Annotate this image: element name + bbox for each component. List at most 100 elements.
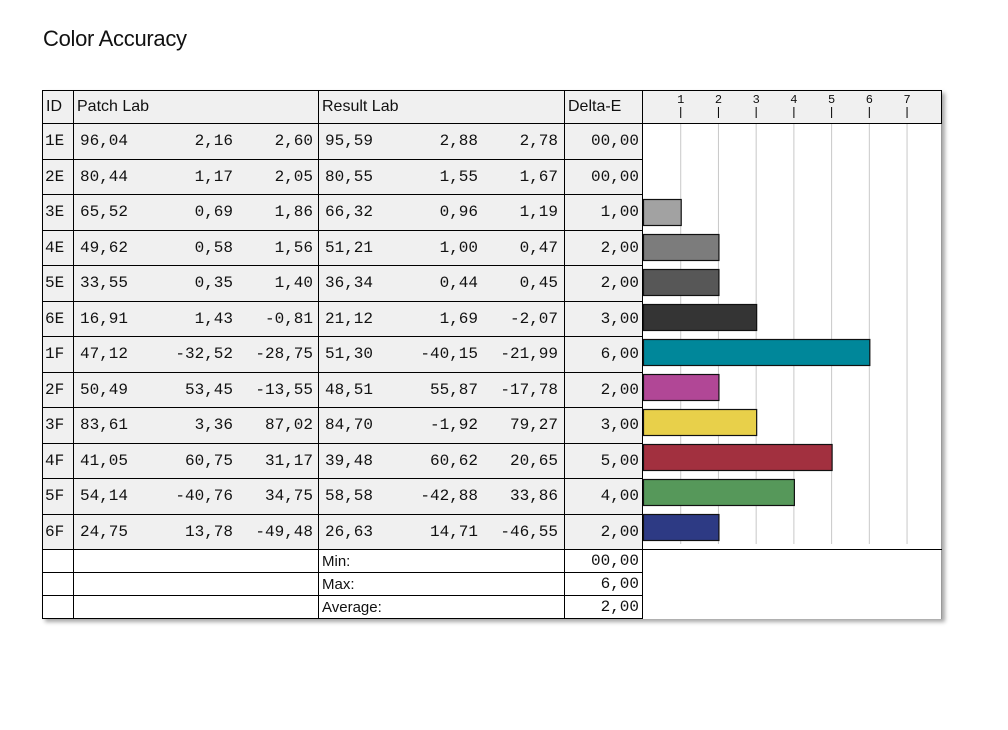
row-id: 3E: [42, 194, 74, 231]
result-lab-cell: 66,32 0,96 1,19: [318, 194, 565, 231]
summary-empty-id: [42, 572, 74, 596]
result-a: -40,15: [420, 345, 478, 364]
patch-b: -13,55: [255, 380, 313, 399]
chart-title: Color Accuracy: [43, 26, 187, 51]
patch-a: 53,45: [184, 380, 233, 399]
summary-empty-id: [42, 595, 74, 619]
table-row: 1E 96,04 2,16 2,60 95,59 2,88 2,78 00,00: [42, 123, 942, 550]
result-lab-cell: 51,30 -40,15 -21,99: [318, 336, 565, 373]
table-row: 5F 54,14 -40,76 34,75 58,58 -42,88 33,86 4,00: [42, 478, 942, 515]
patch-a: 3,36: [194, 416, 233, 435]
delta-e-value: 00,00: [564, 158, 643, 195]
patch-l: 80,44: [80, 167, 129, 186]
result-lab-cell: 26,63 14,71 -46,55: [318, 513, 565, 550]
delta-e-value: 2,00: [564, 371, 643, 408]
x-tick-label: 6: [866, 93, 873, 107]
result-b: 1,19: [519, 203, 558, 222]
header-result-lab: Result Lab: [318, 90, 565, 124]
delta-e-value: 4,00: [564, 478, 643, 515]
patch-l: 49,62: [80, 238, 129, 257]
bar-2F: [643, 373, 720, 402]
patch-b: 87,02: [264, 416, 313, 435]
result-l: 39,48: [325, 451, 374, 470]
patch-l: 24,75: [80, 522, 129, 541]
patch-l: 16,91: [80, 309, 129, 328]
result-a: -1,92: [429, 416, 478, 435]
result-l: 21,12: [325, 309, 374, 328]
table-row: 4E 49,62 0,58 1,56 51,21 1,00 0,47 2,00: [42, 229, 942, 266]
table-body: 1E 96,04 2,16 2,60 95,59 2,88 2,78 00,00 2E 80,44…: [42, 123, 942, 619]
result-b: 20,65: [509, 451, 558, 470]
result-b: 33,86: [509, 487, 558, 506]
summary-label: Max:: [318, 572, 565, 596]
row-id: 2E: [42, 158, 74, 195]
bar-6F: [643, 513, 720, 542]
row-id: 1E: [42, 123, 74, 160]
patch-b: 2,60: [274, 132, 313, 151]
x-tick-label: 3: [753, 93, 760, 107]
x-tick-label: 5: [828, 93, 835, 107]
patch-lab-cell: 96,04 2,16 2,60: [73, 123, 319, 160]
bar-4F: [643, 443, 833, 472]
result-l: 51,21: [325, 238, 374, 257]
patch-a: 2,16: [194, 132, 233, 151]
result-lab-cell: 80,55 1,55 1,67: [318, 158, 565, 195]
table-row: 3E 65,52 0,69 1,86 66,32 0,96 1,19 1,00: [42, 194, 942, 231]
table-row: 6E 16,91 1,43 -0,81 21,12 1,69 -2,07 3,00: [42, 300, 942, 337]
delta-e-value: 2,00: [564, 513, 643, 550]
result-lab-cell: 51,21 1,00 0,47: [318, 229, 565, 266]
table-row: 3F 83,61 3,36 87,02 84,70 -1,92 79,27 3,00: [42, 407, 942, 444]
patch-lab-cell: 83,61 3,36 87,02: [73, 407, 319, 444]
patch-lab-cell: 80,44 1,17 2,05: [73, 158, 319, 195]
table-row: 4F 41,05 60,75 31,17 39,48 60,62 20,65 5,00: [42, 442, 942, 479]
bar-3F: [643, 408, 758, 437]
result-a: 0,44: [439, 274, 478, 293]
patch-a: 1,43: [194, 309, 233, 328]
result-lab-cell: 36,34 0,44 0,45: [318, 265, 565, 302]
patch-b: 1,56: [274, 238, 313, 257]
patch-a: 1,17: [194, 167, 233, 186]
summary-row: Average: 2,00: [42, 595, 942, 619]
bar-5E: [643, 268, 720, 297]
x-tick-label: 2: [715, 93, 722, 107]
header-delta-e: Delta-E: [564, 90, 643, 124]
patch-lab-cell: 47,12 -32,52 -28,75: [73, 336, 319, 373]
delta-e-bar-chart: [643, 124, 908, 544]
result-a: -42,88: [420, 487, 478, 506]
result-l: 84,70: [325, 416, 374, 435]
summary-value: 2,00: [564, 595, 643, 619]
patch-lab-cell: 16,91 1,43 -0,81: [73, 300, 319, 337]
table-row: 5E 33,55 0,35 1,40 36,34 0,44 0,45 2,00: [42, 265, 942, 302]
x-tick-label: 1: [677, 93, 684, 107]
delta-e-value: 5,00: [564, 442, 643, 479]
row-id: 2F: [42, 371, 74, 408]
patch-b: 31,17: [264, 451, 313, 470]
patch-a: 13,78: [184, 522, 233, 541]
patch-lab-cell: 54,14 -40,76 34,75: [73, 478, 319, 515]
result-b: 2,78: [519, 132, 558, 151]
header-patch-lab: Patch Lab: [73, 90, 319, 124]
patch-lab-cell: 41,05 60,75 31,17: [73, 442, 319, 479]
summary-label: Min:: [318, 549, 565, 573]
result-l: 26,63: [325, 522, 374, 541]
summary-chart-blank: [642, 549, 942, 573]
patch-a: -32,52: [175, 345, 233, 364]
result-b: -2,07: [509, 309, 558, 328]
patch-b: -28,75: [255, 345, 313, 364]
result-b: 79,27: [509, 416, 558, 435]
result-a: 2,88: [439, 132, 478, 151]
result-a: 14,71: [429, 522, 478, 541]
chart-axis: 1 2 3 4 5 6 7: [677, 93, 911, 118]
row-id: 5E: [42, 265, 74, 302]
result-a: 0,96: [439, 203, 478, 222]
patch-l: 96,04: [80, 132, 129, 151]
result-lab-cell: 48,51 55,87 -17,78: [318, 371, 565, 408]
patch-lab-cell: 65,52 0,69 1,86: [73, 194, 319, 231]
summary-chart-blank: [642, 572, 942, 596]
chart-axis-cell: 1 2 3 4 5 6 7: [642, 90, 942, 124]
summary-label: Average:: [318, 595, 565, 619]
patch-a: 60,75: [184, 451, 233, 470]
patch-l: 83,61: [80, 416, 129, 435]
